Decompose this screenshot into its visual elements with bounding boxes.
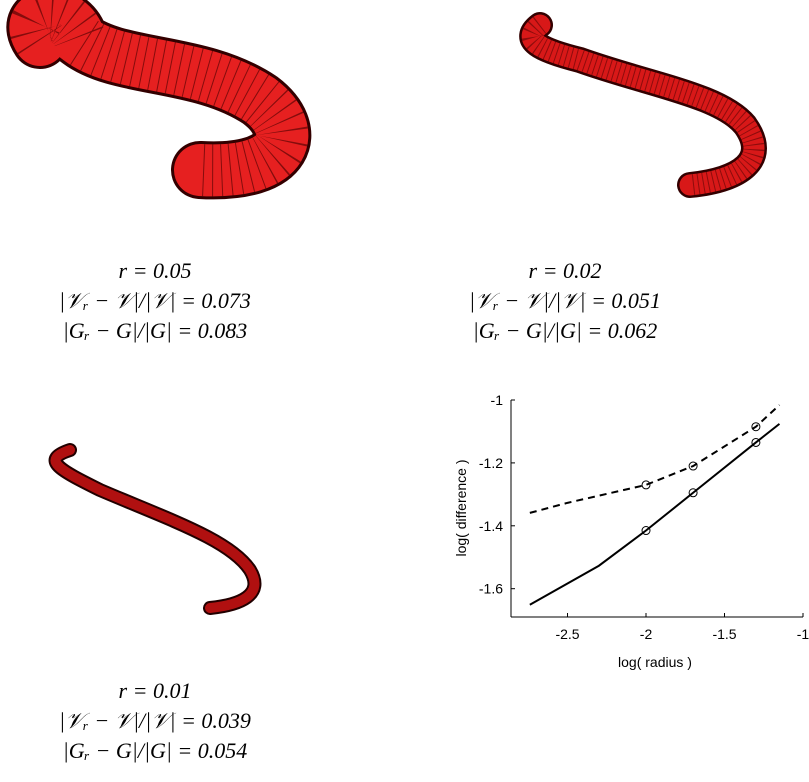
y-tick-label: -1 <box>491 392 504 408</box>
line <box>530 424 780 605</box>
caption: |Gᵣ − G|/|G| = 0.054 <box>63 738 248 763</box>
line <box>530 405 780 513</box>
figure: r = 0.05 |𝒱ᵣ − 𝒱|/|𝒱| = 0.073 |Gᵣ − G|/|… <box>0 0 809 777</box>
x-tick-label: -2.5 <box>555 626 579 642</box>
x-tick-label: -2 <box>640 626 653 642</box>
tube-image <box>35 16 282 171</box>
tube-image <box>56 450 255 608</box>
caption: |Gᵣ − G|/|G| = 0.083 <box>63 318 248 343</box>
y-tick-label: -1.4 <box>479 518 503 534</box>
data-point <box>642 481 650 489</box>
caption: |Gᵣ − G|/|G| = 0.062 <box>473 318 658 343</box>
caption: |𝒱ᵣ − 𝒱|/|𝒱| = 0.039 <box>59 708 251 733</box>
x-axis-label: log( radius ) <box>618 654 692 670</box>
caption: |𝒱ᵣ − 𝒱|/|𝒱| = 0.051 <box>469 288 661 313</box>
caption: r = 0.05 <box>119 258 192 283</box>
y-tick-label: -1.6 <box>479 581 503 597</box>
x-tick-label: -1 <box>797 626 809 642</box>
tube-image <box>532 25 754 185</box>
caption: |𝒱ᵣ − 𝒱|/|𝒱| = 0.073 <box>59 288 251 313</box>
caption: r = 0.02 <box>529 258 602 283</box>
y-tick-label: -1.2 <box>479 455 503 471</box>
caption: r = 0.01 <box>119 678 192 703</box>
y-axis-label: log( difference ) <box>453 459 469 556</box>
x-tick-label: -1.5 <box>712 626 736 642</box>
